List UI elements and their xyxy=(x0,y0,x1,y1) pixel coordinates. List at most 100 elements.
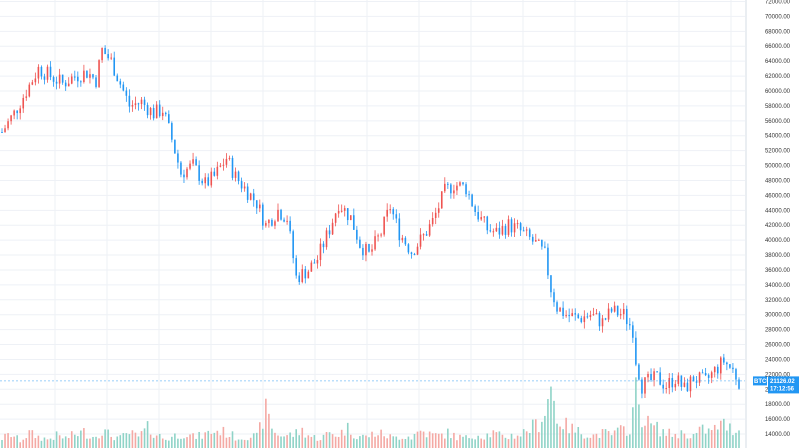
candle-body xyxy=(16,110,18,114)
candle-body xyxy=(371,249,373,252)
volume-bar xyxy=(732,435,734,448)
volume-bar xyxy=(465,435,467,448)
y-tick-label: 26000.00 xyxy=(765,343,791,349)
candle-body xyxy=(243,186,246,189)
volume-bar xyxy=(462,436,464,448)
volume-bar xyxy=(416,431,419,448)
candle-body xyxy=(189,163,191,169)
y-tick-label: 62000.00 xyxy=(765,74,791,80)
y-tick-label: 16000.00 xyxy=(765,417,791,423)
volume-bar xyxy=(101,435,103,448)
candle-body xyxy=(704,373,707,376)
candle-body xyxy=(598,313,601,327)
candle-body xyxy=(331,222,334,235)
candle-body xyxy=(729,364,731,368)
candle-body xyxy=(368,243,370,252)
price-axis[interactable]: 14000.0016000.0018000.0020000.0022000.00… xyxy=(765,0,791,438)
volume-bar xyxy=(131,430,134,448)
candle-body xyxy=(480,217,483,220)
volume-bar xyxy=(201,438,203,448)
volume-bar xyxy=(207,430,210,448)
candle-body xyxy=(119,81,122,85)
volume-bar xyxy=(695,432,698,448)
candle-body xyxy=(622,308,625,315)
volume-bars xyxy=(1,377,740,448)
volume-bar xyxy=(122,433,125,448)
candle-body xyxy=(55,81,58,84)
candle-body xyxy=(674,383,677,388)
candle-body xyxy=(225,158,228,165)
candle-body xyxy=(707,375,710,378)
volume-bar xyxy=(453,432,455,448)
volume-bar xyxy=(343,435,346,448)
volume-bar xyxy=(371,431,373,448)
candle-body xyxy=(213,171,216,176)
volume-bar xyxy=(653,425,655,448)
y-tick-label: 68000.00 xyxy=(765,29,791,35)
candle-body xyxy=(601,318,604,327)
volume-bar xyxy=(598,437,601,448)
y-tick-label: 60000.00 xyxy=(765,89,791,95)
candle-body xyxy=(171,123,173,140)
candle-body xyxy=(246,186,249,200)
volume-bar xyxy=(422,431,425,448)
candle-body xyxy=(289,220,291,232)
candle-body xyxy=(477,211,479,220)
candle-body xyxy=(404,237,407,245)
candle-body xyxy=(298,275,301,283)
candle-body xyxy=(128,95,131,107)
volume-bar xyxy=(52,439,55,448)
volume-bar xyxy=(559,426,561,448)
volume-bar xyxy=(34,438,37,448)
y-tick-label: 18000.00 xyxy=(765,402,791,408)
volume-bar xyxy=(525,431,528,448)
candle-body xyxy=(544,246,546,248)
volume-bar xyxy=(113,440,116,448)
volume-bar xyxy=(486,433,489,448)
volume-bar xyxy=(301,427,304,448)
volume-bar xyxy=(104,429,106,448)
volume-bar xyxy=(380,429,382,448)
candle-body xyxy=(95,77,97,87)
volume-bar xyxy=(19,442,21,448)
candle-body xyxy=(61,74,64,83)
volume-bar xyxy=(325,432,328,448)
volume-bar xyxy=(610,435,613,448)
candle-body xyxy=(683,382,686,387)
volume-bar xyxy=(698,426,701,448)
candle-body xyxy=(610,308,613,312)
volume-bar xyxy=(410,439,413,448)
candle-body xyxy=(695,381,698,383)
candle-body xyxy=(732,367,734,370)
volume-bar xyxy=(629,434,631,448)
candle-body xyxy=(407,244,410,253)
candle-body xyxy=(92,74,94,78)
candle-body xyxy=(507,219,510,235)
candle-body xyxy=(483,216,486,218)
candle-body xyxy=(158,104,161,117)
volume-bar xyxy=(307,435,310,448)
volume-bar xyxy=(589,437,592,448)
candle-body xyxy=(155,104,158,119)
candle-body xyxy=(701,372,704,374)
volume-bar xyxy=(713,424,716,448)
candle-body xyxy=(258,204,261,209)
candle-body xyxy=(550,275,552,293)
candle-body xyxy=(249,193,252,200)
volume-bar xyxy=(604,429,607,448)
volume-bar xyxy=(80,430,82,448)
volume-bar xyxy=(635,377,637,448)
volume-bar xyxy=(447,428,449,448)
grid-lines xyxy=(0,0,745,448)
candle-body xyxy=(277,209,279,222)
volume-bar xyxy=(680,430,683,448)
candle-body xyxy=(325,230,328,248)
volume-bar xyxy=(274,432,276,448)
volume-bar xyxy=(189,434,191,448)
candle-body xyxy=(547,247,549,276)
volume-bar xyxy=(428,431,431,448)
candle-body xyxy=(528,229,531,237)
volume-bar xyxy=(95,436,97,448)
